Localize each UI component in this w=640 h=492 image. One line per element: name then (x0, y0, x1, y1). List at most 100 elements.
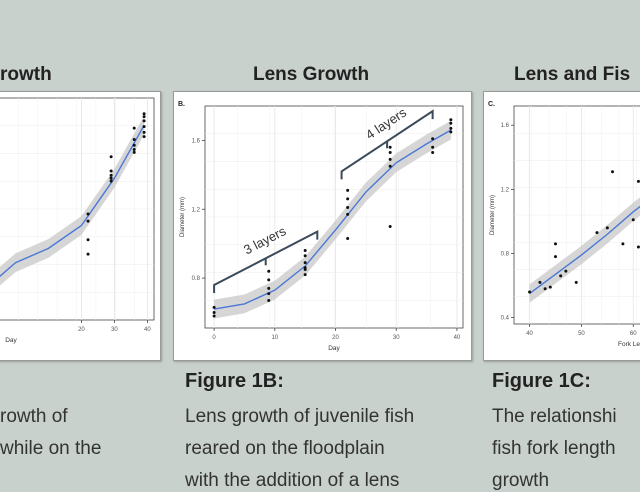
data-point (132, 150, 136, 154)
data-point (449, 118, 453, 122)
data-point (109, 179, 113, 183)
data-point (431, 145, 435, 149)
y-tick-label: 1.6 (501, 123, 510, 129)
data-point (346, 212, 350, 216)
x-tick-label: 30 (111, 327, 118, 333)
data-point (388, 224, 392, 228)
data-point (142, 125, 146, 129)
data-point (605, 226, 609, 230)
y-tick-label: 0.8 (501, 251, 510, 257)
y-tick-label: 0.8 (192, 276, 201, 282)
data-point (267, 269, 271, 273)
data-point (346, 206, 350, 210)
data-point (109, 173, 113, 177)
y-tick-label: 1.2 (501, 187, 510, 193)
x-tick-label: 10 (271, 335, 278, 341)
data-point (86, 238, 90, 242)
x-tick-label: 20 (332, 335, 339, 341)
data-point (431, 137, 435, 141)
chart-panel-a: 20 30 40 Day (0, 91, 161, 361)
data-point (267, 286, 271, 290)
chart-c-svg: 40 50 60 0.4 0.8 1.2 1.6 Fork Len Diameter (mm) C… (488, 101, 640, 348)
data-point (303, 266, 307, 270)
data-point (431, 150, 435, 154)
data-point (559, 274, 563, 278)
chart-a-svg: 20 30 40 Day (0, 97, 155, 344)
y-axis-title: Diameter (mm) (180, 197, 186, 237)
x-tick-label: 0 (212, 335, 216, 341)
data-point (388, 150, 392, 154)
heading-a: rowth (0, 64, 52, 85)
fit-line (213, 129, 452, 310)
data-point (538, 280, 542, 284)
data-point (346, 197, 350, 201)
caption-b-line-3: with the addition of a lens (185, 470, 400, 491)
data-point (132, 138, 136, 142)
data-point (303, 249, 307, 253)
data-point (543, 287, 547, 291)
panel-label: B. (178, 101, 185, 108)
x-axis-title: Fork Len (618, 341, 640, 348)
y-tick-label: 1.2 (192, 207, 201, 213)
data-point (109, 169, 113, 173)
confidence-ribbon (0, 115, 145, 286)
data-point (142, 119, 146, 123)
data-point (346, 237, 350, 241)
caption-b-line-2: reared on the floodplain (185, 438, 385, 459)
data-point (611, 170, 615, 174)
fit-line (529, 205, 640, 295)
data-point (449, 121, 453, 125)
data-point (636, 179, 640, 183)
caption-a-line-1: rowth of (0, 406, 68, 427)
data-point (86, 252, 90, 256)
data-point (109, 176, 113, 180)
data-point (449, 126, 453, 130)
caption-c-line-2: fish fork length (492, 438, 616, 459)
data-point (553, 242, 557, 246)
data-point (388, 145, 392, 149)
data-point (86, 219, 90, 223)
data-point (212, 311, 216, 315)
x-tick-label: 20 (78, 327, 85, 333)
data-point (132, 148, 136, 152)
y-axis-title: Diameter (mm) (490, 195, 496, 235)
x-tick-label: 60 (630, 331, 637, 337)
caption-title-b: Figure 1B: (185, 370, 284, 392)
x-tick-label: 40 (144, 327, 151, 333)
data-point (142, 115, 146, 119)
caption-title-c: Figure 1C: (492, 370, 591, 392)
data-point (346, 188, 350, 192)
data-point (86, 212, 90, 216)
confidence-ribbon (214, 120, 451, 319)
data-point (303, 273, 307, 277)
heading-c: Lens and Fis (514, 64, 631, 85)
x-axis-title: Day (328, 345, 340, 352)
data-point (388, 157, 392, 161)
data-point (142, 112, 146, 116)
data-point (548, 285, 552, 289)
chart-panel-c: 40 50 60 0.4 0.8 1.2 1.6 Fork Len Diameter (mm) C… (483, 91, 640, 361)
y-tick-label: 1.6 (192, 138, 201, 144)
data-point (132, 126, 136, 130)
data-point (636, 245, 640, 249)
data-point (553, 255, 557, 259)
x-axis-title: Day (5, 337, 17, 344)
data-point (303, 254, 307, 258)
caption-b-line-1: Lens growth of juvenile fish (185, 406, 415, 427)
caption-a-line-2: while on the (0, 438, 102, 459)
caption-c-line-3: growth (492, 470, 550, 491)
panel-label: C. (488, 101, 495, 108)
data-point (267, 278, 271, 282)
data-point (142, 135, 146, 139)
y-tick-label: 0.4 (501, 316, 510, 322)
data-point (595, 231, 599, 235)
data-point (449, 130, 453, 134)
x-tick-label: 40 (526, 331, 533, 337)
data-point (564, 269, 568, 273)
data-point (267, 298, 271, 302)
data-point (212, 305, 216, 309)
caption-c-line-1: The relationshi (492, 406, 617, 427)
x-tick-label: 50 (578, 331, 585, 337)
data-point (132, 143, 136, 147)
